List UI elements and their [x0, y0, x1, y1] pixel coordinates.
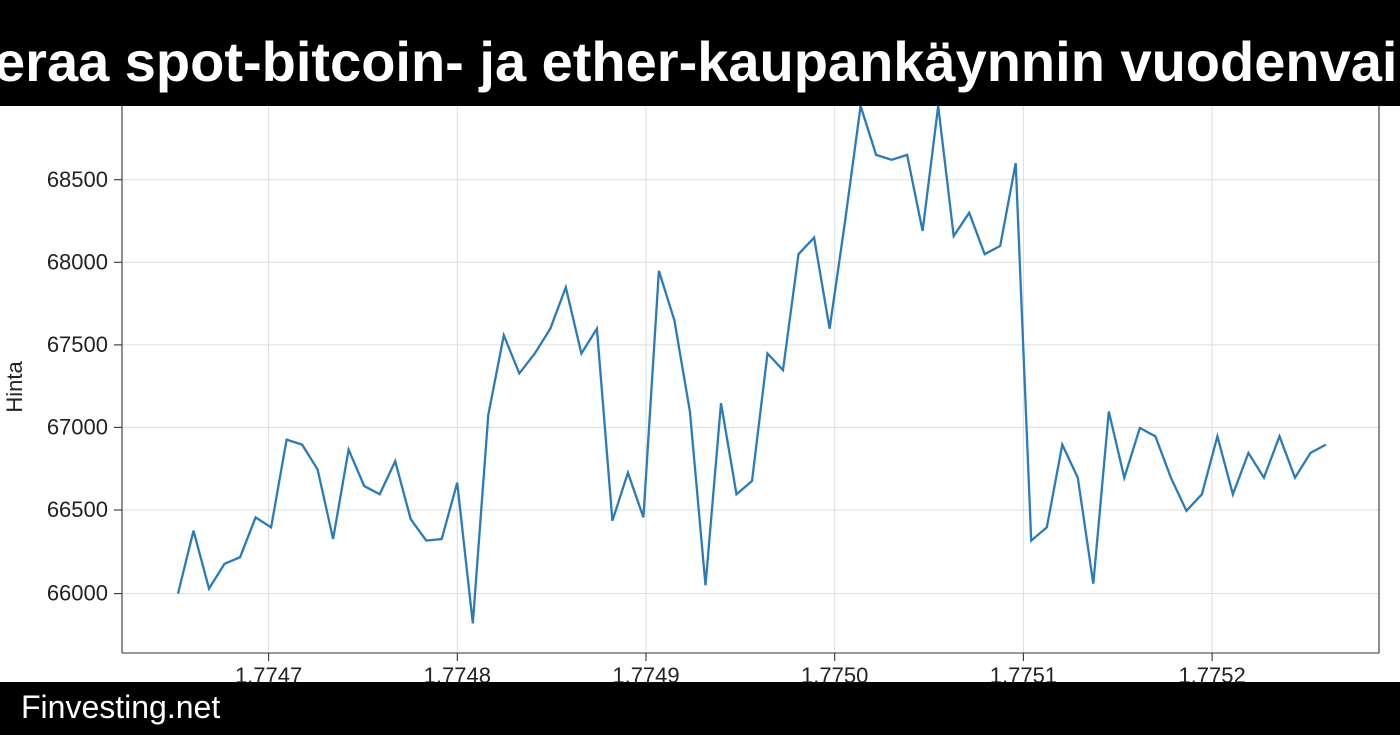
svg-text:66000: 66000	[47, 581, 108, 606]
svg-text:1.7751: 1.7751	[990, 663, 1057, 682]
svg-text:1.7750: 1.7750	[801, 663, 868, 682]
svg-text:1.7747: 1.7747	[235, 663, 302, 682]
svg-text:1.7749: 1.7749	[612, 663, 679, 682]
svg-text:1.7748: 1.7748	[424, 663, 491, 682]
svg-text:68000: 68000	[47, 250, 108, 275]
svg-text:68500: 68500	[47, 167, 108, 192]
svg-text:67000: 67000	[47, 415, 108, 440]
svg-text:67500: 67500	[47, 332, 108, 357]
svg-text:Hinta: Hinta	[2, 361, 27, 413]
svg-text:1.7752: 1.7752	[1178, 663, 1245, 682]
svg-text:66500: 66500	[47, 497, 108, 522]
